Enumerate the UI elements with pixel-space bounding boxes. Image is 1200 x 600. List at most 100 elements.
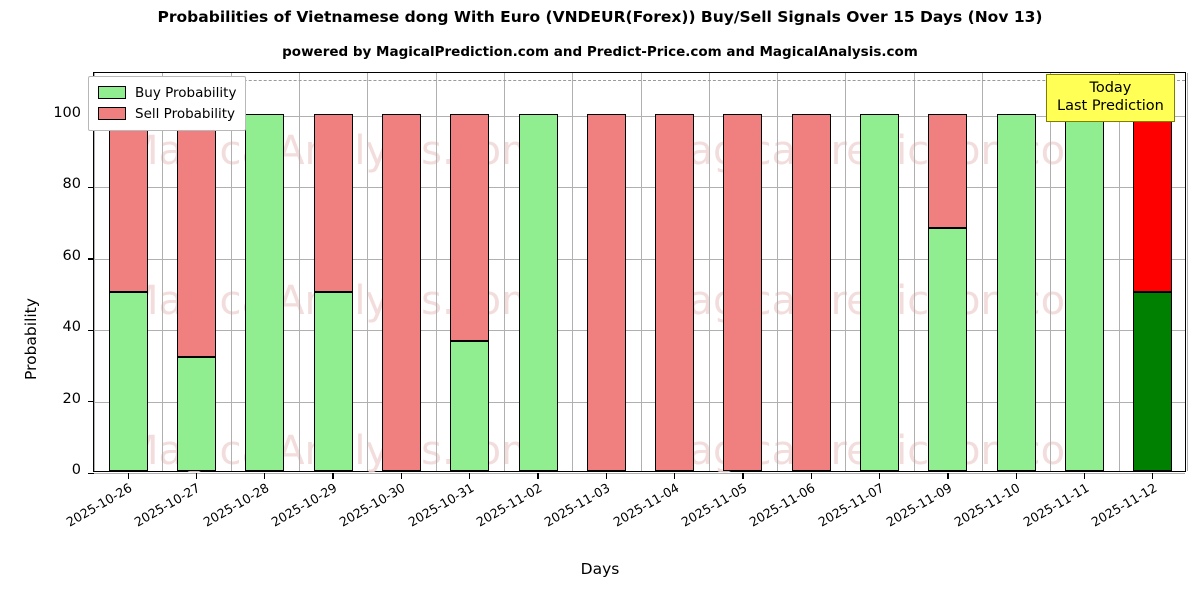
bar-2025-10-26 bbox=[108, 71, 148, 471]
y-tick-label-60: 60 bbox=[62, 247, 81, 264]
bar-segment-sell bbox=[313, 113, 353, 293]
x-tick-5 bbox=[469, 473, 471, 479]
gridline-x-3 bbox=[298, 73, 300, 471]
gridline-x-8 bbox=[640, 73, 642, 471]
bar-2025-11-03 bbox=[586, 71, 626, 471]
gridline-x-5 bbox=[435, 73, 437, 471]
gridline-x-16 bbox=[1187, 73, 1188, 471]
x-tick-4 bbox=[400, 473, 403, 479]
bar-2025-10-29 bbox=[313, 71, 353, 471]
bar-2025-10-31 bbox=[450, 71, 490, 471]
bar-2025-11-11 bbox=[1065, 71, 1105, 471]
bar-segment-sell bbox=[176, 113, 216, 357]
legend-item-sell: Sell Probability bbox=[98, 103, 236, 124]
bar-segment-buy bbox=[996, 113, 1036, 471]
gridline-y-20 bbox=[94, 401, 1185, 403]
legend-item-buy: Buy Probability bbox=[98, 82, 236, 103]
bar-segment-sell bbox=[655, 113, 695, 471]
x-tick-0 bbox=[127, 473, 129, 479]
bar-2025-10-27 bbox=[176, 71, 216, 471]
y-tick-40 bbox=[88, 329, 94, 331]
reference-line bbox=[94, 80, 1185, 82]
x-tick-10 bbox=[810, 473, 812, 479]
gridline-x-14 bbox=[1050, 73, 1052, 471]
bar-segment-sell bbox=[1133, 113, 1173, 293]
today-line-2: Last Prediction bbox=[1057, 98, 1164, 115]
y-tick-20 bbox=[88, 401, 94, 403]
x-tick-2 bbox=[264, 473, 266, 479]
today-annotation: Today Last Prediction bbox=[1046, 74, 1175, 123]
chart-legend: Buy Probability Sell Probability bbox=[88, 76, 247, 131]
bar-2025-11-10 bbox=[996, 71, 1036, 471]
x-tick-9 bbox=[742, 473, 744, 479]
bar-segment-buy bbox=[176, 356, 216, 471]
x-tick-15 bbox=[1152, 473, 1154, 479]
y-tick-label-40: 40 bbox=[62, 319, 81, 336]
gridline-x-10 bbox=[777, 73, 779, 471]
gridline-x-7 bbox=[572, 73, 574, 471]
today-line-1: Today bbox=[1089, 80, 1132, 96]
bar-segment-sell bbox=[928, 113, 968, 229]
y-axis-label: Probability bbox=[22, 298, 40, 380]
bar-segment-sell bbox=[586, 113, 626, 471]
y-tick-label-0: 0 bbox=[71, 462, 81, 478]
x-axis-label: Days bbox=[580, 560, 620, 578]
legend-label-buy: Buy Probability bbox=[135, 84, 237, 101]
bar-series bbox=[94, 73, 1185, 471]
bar-2025-11-07 bbox=[860, 71, 900, 471]
bar-2025-11-09 bbox=[928, 71, 968, 471]
x-tick-7 bbox=[605, 473, 607, 479]
gridline-y-0 bbox=[94, 473, 1185, 474]
bar-segment-buy bbox=[108, 292, 148, 471]
x-tick-14 bbox=[1083, 473, 1086, 479]
bar-segment-buy bbox=[450, 340, 490, 471]
bar-segment-sell bbox=[108, 113, 148, 293]
bar-2025-11-12 bbox=[1133, 71, 1173, 471]
gridline-x-6 bbox=[503, 73, 505, 471]
bar-segment-sell bbox=[450, 113, 490, 341]
gridline-x-13 bbox=[982, 73, 984, 471]
gridline-x-4 bbox=[367, 73, 369, 471]
y-tick-0 bbox=[88, 472, 94, 474]
gridline-x-0 bbox=[94, 73, 95, 471]
gridline-x-1 bbox=[162, 73, 164, 471]
x-tick-8 bbox=[674, 473, 676, 479]
bar-segment-buy bbox=[1133, 292, 1173, 471]
x-tick-1 bbox=[195, 473, 198, 479]
x-tick-6 bbox=[537, 473, 539, 479]
legend-swatch-sell bbox=[98, 107, 126, 120]
gridline-x-9 bbox=[708, 73, 710, 471]
bar-2025-11-02 bbox=[518, 71, 558, 471]
y-tick-label-100: 100 bbox=[53, 104, 81, 121]
bar-2025-11-04 bbox=[655, 71, 695, 471]
chart-subtitle: powered by MagicalPrediction.com and Pre… bbox=[282, 44, 918, 60]
y-tick-label-80: 80 bbox=[62, 176, 81, 193]
gridline-y-40 bbox=[94, 330, 1185, 332]
bar-segment-buy bbox=[928, 228, 968, 471]
x-tick-13 bbox=[1015, 473, 1017, 479]
bar-segment-buy bbox=[860, 113, 900, 471]
bar-segment-buy bbox=[1065, 113, 1105, 471]
y-tick-80 bbox=[88, 186, 94, 189]
x-tick-3 bbox=[332, 473, 334, 479]
bar-2025-10-30 bbox=[381, 71, 421, 471]
gridline-y-60 bbox=[94, 258, 1185, 260]
bar-segment-buy bbox=[313, 292, 353, 471]
y-tick-60 bbox=[88, 258, 94, 260]
gridline-y-80 bbox=[94, 187, 1185, 189]
bar-segment-buy bbox=[245, 113, 285, 471]
legend-label-sell: Sell Probability bbox=[135, 105, 236, 122]
bar-segment-buy bbox=[518, 113, 558, 471]
bar-segment-sell bbox=[791, 113, 831, 471]
bar-2025-10-28 bbox=[245, 71, 285, 471]
plot-area: MagicalAnalysis.comMagicalPrediction.com… bbox=[88, 72, 1188, 479]
gridline-x-12 bbox=[913, 73, 915, 471]
legend-swatch-buy bbox=[98, 86, 126, 99]
x-tick-12 bbox=[947, 473, 949, 479]
bar-2025-11-05 bbox=[723, 71, 763, 471]
y-tick-label-20: 20 bbox=[62, 390, 81, 407]
bar-segment-sell bbox=[381, 113, 421, 471]
gridline-x-11 bbox=[845, 73, 847, 471]
gridline-x-2 bbox=[230, 73, 232, 471]
